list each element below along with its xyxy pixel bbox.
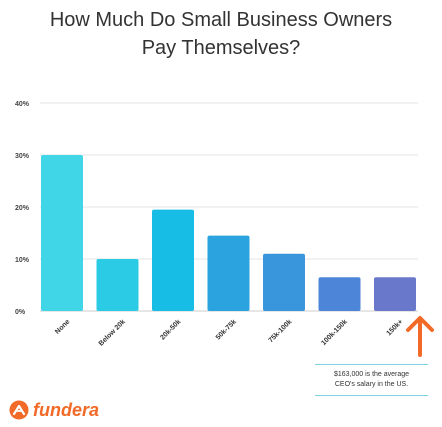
annotation-line-1: $163,000 is the average [333,371,410,378]
x-tick-label: 50k-75k [215,318,238,341]
x-tick-label: 150k+ [386,318,405,337]
x-tick-label: 75k-100k [268,318,294,344]
bar [207,235,250,311]
y-tick-label: 20% [15,205,30,212]
y-axis-ticks: 0% 10% 20% 30% 40% [15,101,30,316]
y-tick-label: 30% [15,153,30,160]
annotation-line-2: CEO's salary in the US. [334,381,409,388]
fundera-logo-text: fundera [33,399,100,420]
chart-title-line-2: Pay Themselves? [141,37,301,59]
fundera-logo: fundera [9,398,99,422]
up-arrow-icon [406,316,434,357]
bar [374,277,416,311]
bar [263,253,305,311]
bar [318,277,361,311]
y-tick-label: 10% [15,257,30,264]
bar [152,209,194,311]
x-tick-label: None [54,318,71,335]
chart-title: How Much Do Small Business Owners Pay Th… [0,6,442,62]
y-tick-label: 40% [15,101,30,108]
bar [96,259,139,311]
x-tick-label: 20k-50k [159,318,182,341]
salary-annotation: $163,000 is the average CEO's salary in … [315,364,428,396]
x-tick-label: 100k-150k [320,318,349,347]
bars [41,155,416,311]
x-tick-label: Below 20k [98,318,127,347]
y-tick-label: 0% [15,309,26,316]
fundera-logo-icon [9,400,29,420]
x-axis-ticks: None Below 20k 20k-50k 50k-75k 75k-100k 100k-… [54,318,404,347]
bar [41,155,83,311]
chart-title-line-1: How Much Do Small Business Owners [49,9,393,31]
